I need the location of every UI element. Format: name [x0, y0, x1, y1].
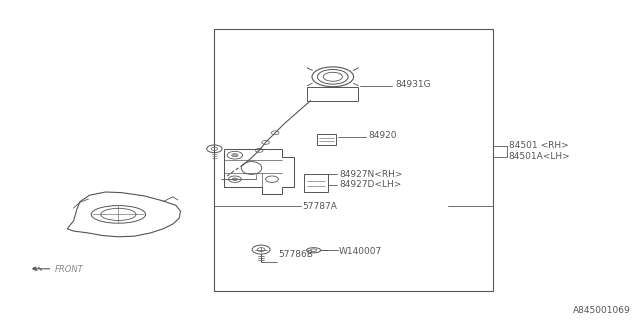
- Text: 84501 <RH>: 84501 <RH>: [509, 141, 568, 150]
- Text: W140007: W140007: [339, 247, 383, 256]
- Text: 57786B: 57786B: [278, 250, 313, 259]
- Circle shape: [232, 178, 237, 180]
- Bar: [214, 29, 493, 291]
- Text: 84920: 84920: [368, 132, 397, 140]
- Text: 84931G: 84931G: [396, 80, 431, 89]
- Text: 57787A: 57787A: [302, 202, 337, 211]
- Text: FRONT: FRONT: [54, 265, 83, 274]
- Text: 84501A<LH>: 84501A<LH>: [509, 152, 570, 161]
- Text: A845001069: A845001069: [573, 306, 630, 315]
- Text: 84927N<RH>: 84927N<RH>: [339, 170, 403, 179]
- Text: 84927D<LH>: 84927D<LH>: [339, 180, 401, 189]
- Circle shape: [232, 154, 238, 157]
- Bar: [307, 87, 358, 101]
